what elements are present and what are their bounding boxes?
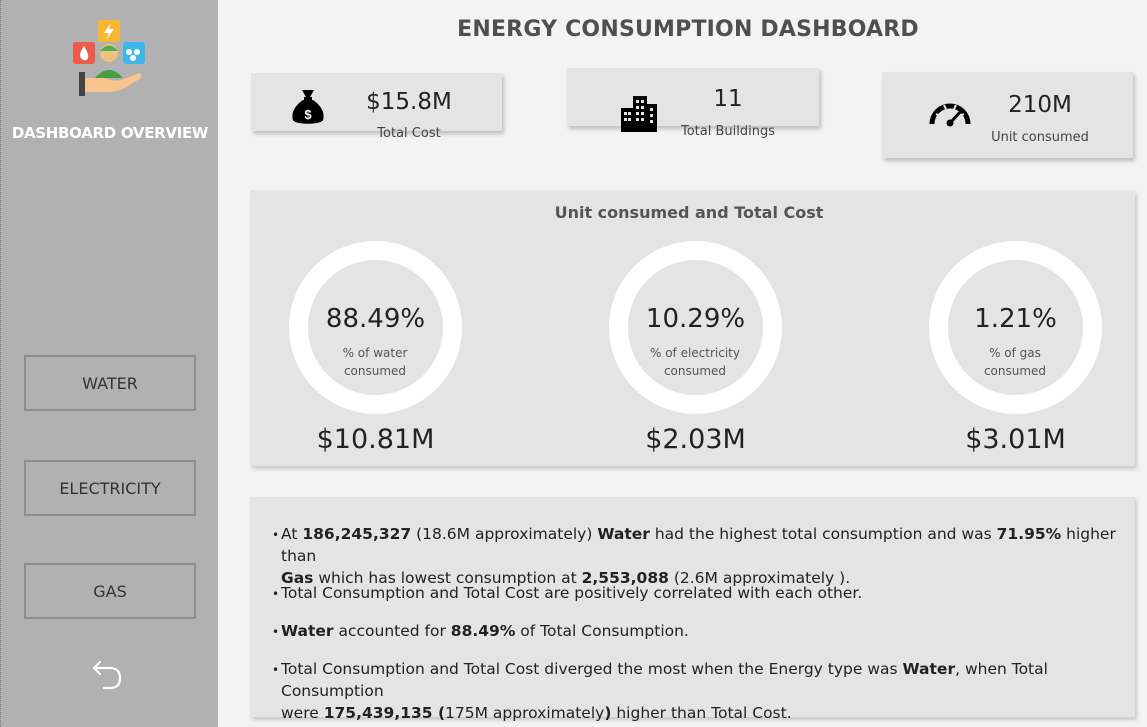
insight-1: • At 186,245,327 (18.6M approximately) W… [272,523,1122,589]
kpi-card-total-cost: $ $15.8M Total Cost [251,73,502,141]
donut-label-line1: % of electricity [649,346,740,360]
donut-cost-gas: $3.01M [965,424,1066,455]
insight-3: • Water accounted for 88.49% of Total Co… [272,620,1122,642]
bullet-dot: • [272,663,280,677]
bullet-dot: • [272,528,280,542]
bullet-dot: • [272,587,280,601]
kpi-label-total-buildings: Total Buildings [680,124,775,139]
kpi-label-total-cost: Total Cost [377,126,441,141]
energy-utilities-logo-icon [73,20,145,96]
insights-panel: • At 186,245,327 (18.6M approximately) W… [250,497,1135,722]
donut-water: 88.49% % of water consumed $10.81M [288,240,463,455]
insight-3-text: Water accounted for 88.49% of Total Cons… [281,622,689,640]
donut-track [609,241,782,414]
sidebar: DASHBOARD OVERVIEW WATER ELECTRICITY GAS [0,0,218,727]
kpi-card-total-buildings: 11 Total Buildings [567,68,819,139]
page-title: ENERGY CONSUMPTION DASHBOARD [457,17,919,42]
insight-2: • Total Consumption and Total Cost are p… [272,582,1122,604]
back-arrow-icon[interactable] [90,656,124,692]
donut-label-water: % of water consumed [325,344,425,380]
sidebar-title: DASHBOARD OVERVIEW [11,124,209,142]
buildings-icon [621,96,657,132]
donut-panel: Unit consumed and Total Cost 88.49% % of… [250,190,1135,466]
nav-button-gas[interactable]: GAS [24,563,196,619]
insight-1-text: At 186,245,327 (18.6M approximately) Wat… [281,525,1116,587]
donut-label-line1: % of water [342,346,408,360]
donut-label-line2: consumed [663,364,727,378]
donut-chart-water [289,241,462,414]
kpi-value-total-cost: $15.8M [366,89,452,115]
donut-label-line2: consumed [983,364,1047,378]
donut-chart-electricity [609,241,782,414]
donut-track [929,241,1102,414]
insight-4-text: Total Consumption and Total Cost diverge… [281,660,1048,722]
speedometer-icon [929,103,971,127]
bullet-dot: • [272,625,280,639]
kpi-value-unit-consumed: 210M [1008,92,1072,118]
donut-track [289,241,462,414]
kpi-card-unit-consumed: 210M Unit consumed [882,72,1133,158]
money-bag-icon: $ [292,90,324,124]
kpi-label-unit-consumed: Unit consumed [991,130,1089,145]
insight-2-text: Total Consumption and Total Cost are pos… [281,584,863,602]
donut-percent-water: 88.49% [325,304,426,334]
nav-button-electricity[interactable]: ELECTRICITY [24,460,196,516]
donut-percent-electricity: 10.29% [645,304,746,334]
donut-label-line1: % of gas [989,346,1041,360]
donut-gas: 1.21% % of gas consumed $3.01M [928,240,1103,455]
donut-label-gas: % of gas consumed [965,344,1065,380]
donut-electricity: 10.29% % of electricity consumed $2.03M [608,240,783,455]
donut-cost-water: $10.81M [316,424,435,455]
donut-label-line2: consumed [343,364,407,378]
nav-button-water[interactable]: WATER [24,355,196,411]
donut-percent-gas: 1.21% [974,304,1057,334]
insight-4: • Total Consumption and Total Cost diver… [272,658,1122,724]
donut-panel-title: Unit consumed and Total Cost [554,203,824,222]
svg-text:$: $ [304,107,312,122]
donut-label-electricity: % of electricity consumed [645,344,745,380]
kpi-value-total-buildings: 11 [713,86,743,112]
donut-chart-gas [929,241,1102,414]
donut-cost-electricity: $2.03M [645,424,746,455]
